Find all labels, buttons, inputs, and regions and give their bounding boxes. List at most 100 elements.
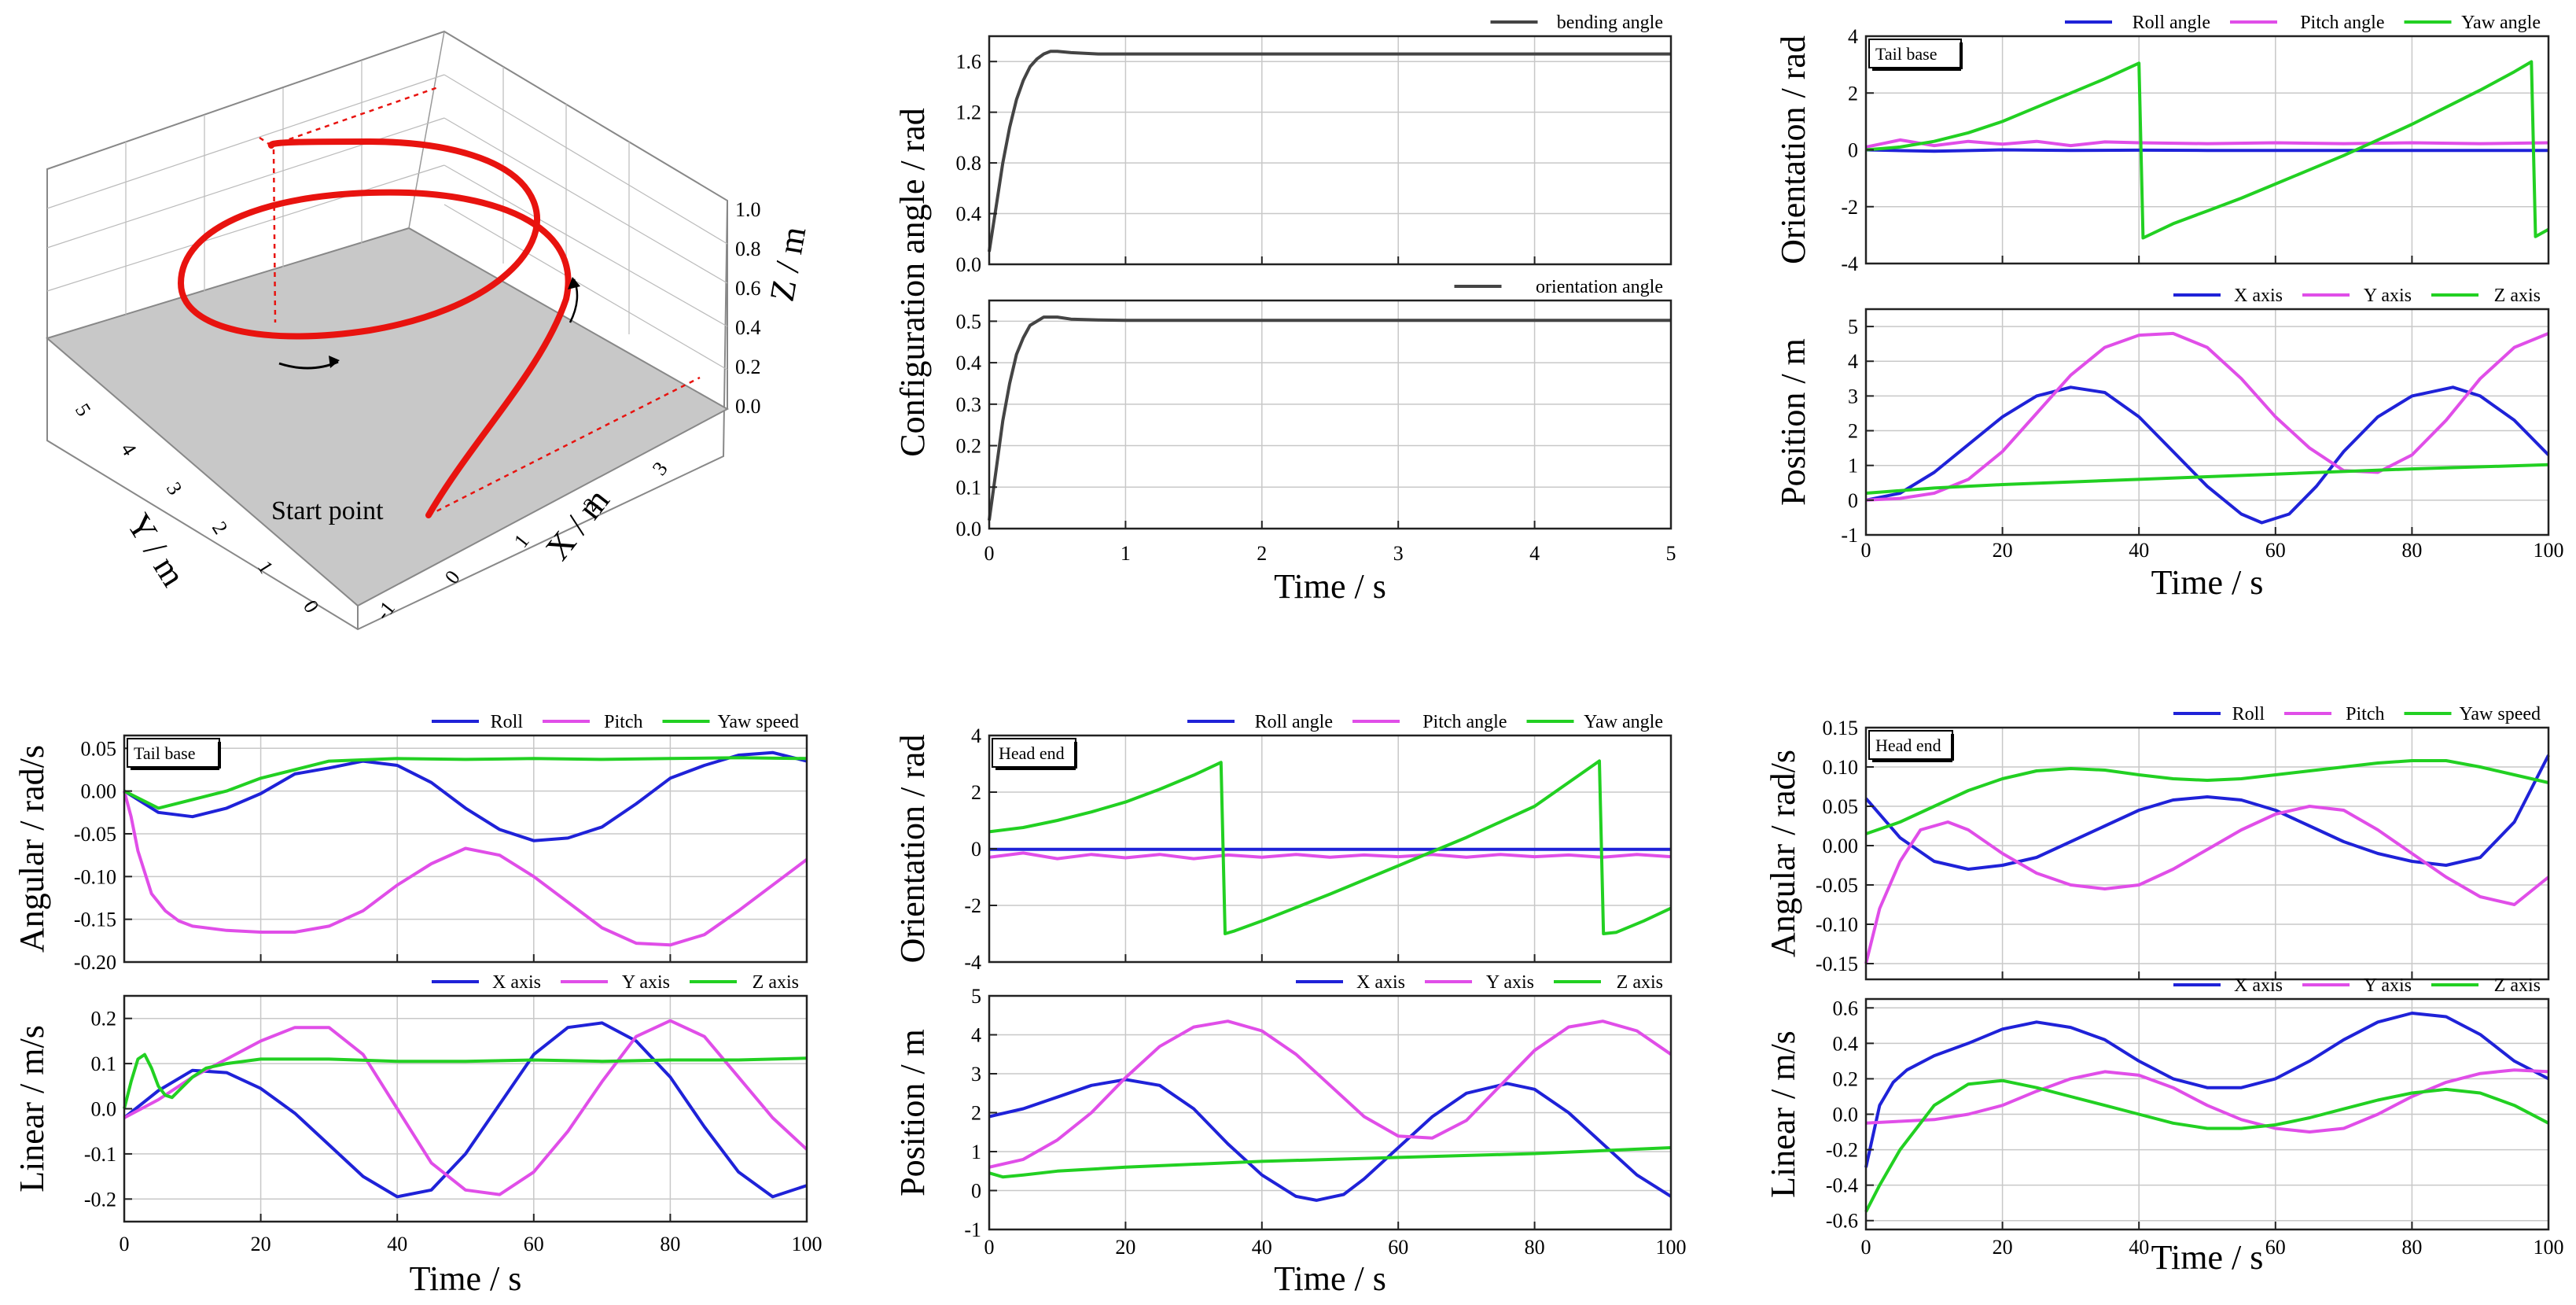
series-line (988, 851, 1672, 861)
y-axis-label: Angular / rad/s (1764, 750, 1802, 957)
series-line (123, 750, 808, 842)
series-line (988, 315, 1671, 521)
legend-label: Roll (491, 712, 524, 732)
y-tick-label: 4 (1848, 25, 1858, 48)
x-tick-label: 60 (1388, 1236, 1408, 1259)
x-tick-label: 3 (648, 458, 672, 480)
y-tick-label: 0.2 (956, 435, 982, 458)
x-tick-label: 20 (1993, 539, 2013, 562)
legend-label: bending angle (1557, 13, 1663, 33)
y-tick-label: 0 (1848, 489, 1858, 512)
tag-box (127, 738, 220, 768)
y-tick-label: 5 (1848, 315, 1858, 338)
y-tick-label: 1 (971, 1141, 981, 1163)
subplot-head_pose-0: -4 -2 0 2 4 Yaw angle Pitch angle Roll angle Hea… (893, 712, 1673, 974)
x-tick-label: 80 (2401, 1236, 2422, 1259)
x-tick-label: 100 (2534, 1236, 2564, 1259)
y-tick-label: 0.6 (1833, 997, 1859, 1019)
y-tick-label: -4 (1841, 253, 1858, 275)
y-tick-label: -0.2 (84, 1188, 116, 1211)
y-tick-label: 5 (971, 985, 981, 1008)
series-line (123, 1021, 808, 1199)
series-line (988, 1146, 1672, 1179)
legend-label: Y axis (2364, 286, 2412, 306)
y-tick-label: 3 (162, 478, 186, 499)
legend-label: Pitch (604, 712, 642, 732)
subplot-config-0: 0.0 0.4 0.8 1.2 1.6 bending angle (956, 13, 1673, 276)
x-tick-label: 40 (2129, 1236, 2149, 1259)
y-tick-label: -0.20 (74, 951, 116, 974)
subplot-head_vel-0: -0.15 -0.10 -0.05 0.00 0.05 0.10 0.15 Yaw speed… (1764, 704, 2550, 981)
legend-label: Y axis (1486, 972, 1534, 993)
y-tick-label: 0.15 (1823, 717, 1859, 739)
legend-label: Roll angle (1255, 712, 1333, 732)
y-tick-label: 0.2 (1833, 1067, 1859, 1090)
legend-label: Yaw speed (2459, 704, 2541, 724)
tag-label: Tail base (1875, 44, 1937, 64)
y-tick-label: -1 (964, 1218, 981, 1241)
x-tick-label: 20 (1115, 1236, 1135, 1259)
z-tick-label: 0.2 (735, 356, 761, 378)
y-tick-label: 0.0 (956, 518, 982, 540)
x-tick-label: 5 (1666, 542, 1676, 565)
start-point-label: Start point (271, 496, 384, 525)
legend-label: X axis (1356, 972, 1405, 993)
subplot-head_vel-1: -0.6 -0.4 -0.2 0.0 0.2 0.4 0.6 0 20 40 60 80 100 Z ax… (1764, 975, 2564, 1259)
plot-frame (1864, 726, 2550, 981)
legend-label: Z axis (2494, 286, 2541, 306)
subplot-config-1: 0.0 0.1 0.2 0.3 0.4 0.5 0 1 2 3 4 5 orientation angl… (956, 277, 1676, 565)
series-line (123, 791, 808, 947)
y-tick-label: -2 (964, 894, 981, 917)
y-tick-label: 0 (1848, 139, 1858, 162)
y-tick-label: 5 (71, 400, 95, 420)
x-tick-label: 60 (2265, 1236, 2286, 1259)
chart-head_pose: -4 -2 0 2 4 Yaw angle Pitch angle Roll angle Hea… (893, 712, 1687, 1298)
tag-label: Tail base (134, 743, 195, 763)
series-line (1865, 331, 2549, 502)
legend-label: Roll (2232, 704, 2265, 724)
legend-label: Pitch angle (2300, 13, 2384, 33)
legend-label: X axis (2234, 975, 2283, 996)
legend-label: Z axis (1617, 972, 1663, 993)
y-tick-label: 0.2 (91, 1008, 117, 1030)
tag-label: Head end (999, 743, 1065, 763)
y-tick-label: -0.2 (1826, 1139, 1858, 1162)
series-line (1864, 1012, 2549, 1168)
y-tick-label: -0.4 (1826, 1174, 1858, 1197)
y-tick-label: 0.8 (956, 152, 982, 175)
y-tick-label: -0.05 (74, 823, 116, 846)
y-axis-label: Position / m (893, 1029, 932, 1196)
z-tick-label: 0.4 (735, 316, 761, 339)
y-tick-label: -2 (1841, 196, 1858, 219)
y-tick-label: -0.10 (1816, 913, 1858, 936)
y-tick-label: -0.1 (84, 1143, 116, 1166)
y-tick-label: -0.6 (1826, 1210, 1858, 1233)
x-tick-label: 80 (660, 1233, 680, 1255)
legend-label: X axis (2234, 286, 2283, 306)
series-line (1865, 759, 2549, 835)
legend-label: Z axis (753, 972, 799, 993)
x-tick-label: 4 (1529, 542, 1540, 565)
y-tick-label: 2 (971, 781, 981, 804)
y-tick-label: 1.2 (956, 101, 982, 124)
subplot-tail_vel-1: -0.2 -0.1 0.0 0.1 0.2 0 20 40 60 80 100 Z axis Y axi… (13, 972, 822, 1255)
series-line (123, 1052, 808, 1109)
z-ticks: 0.0 0.2 0.4 0.6 0.8 1.0 (735, 198, 761, 418)
x-tick-label: 100 (2534, 539, 2564, 562)
y-axis-label: Configuration angle / rad (893, 108, 932, 457)
z-tick-label: 0.8 (735, 238, 761, 260)
y-tick-label: 3 (971, 1063, 981, 1086)
y-tick-label: 0.00 (81, 780, 117, 803)
x-tick-label: 40 (2129, 539, 2149, 562)
y-tick-label: 0.4 (1833, 1032, 1859, 1055)
legend-label: orientation angle (1536, 277, 1663, 297)
y-tick-label: 0.1 (956, 476, 982, 499)
subplot-tail_vel-0: -0.20 -0.15 -0.10 -0.05 0.00 0.05 Yaw speed Pit… (13, 712, 808, 974)
y-tick-label: 1.6 (956, 50, 982, 73)
series-line (988, 1078, 1673, 1202)
y-tick-label: 2 (971, 1102, 981, 1125)
